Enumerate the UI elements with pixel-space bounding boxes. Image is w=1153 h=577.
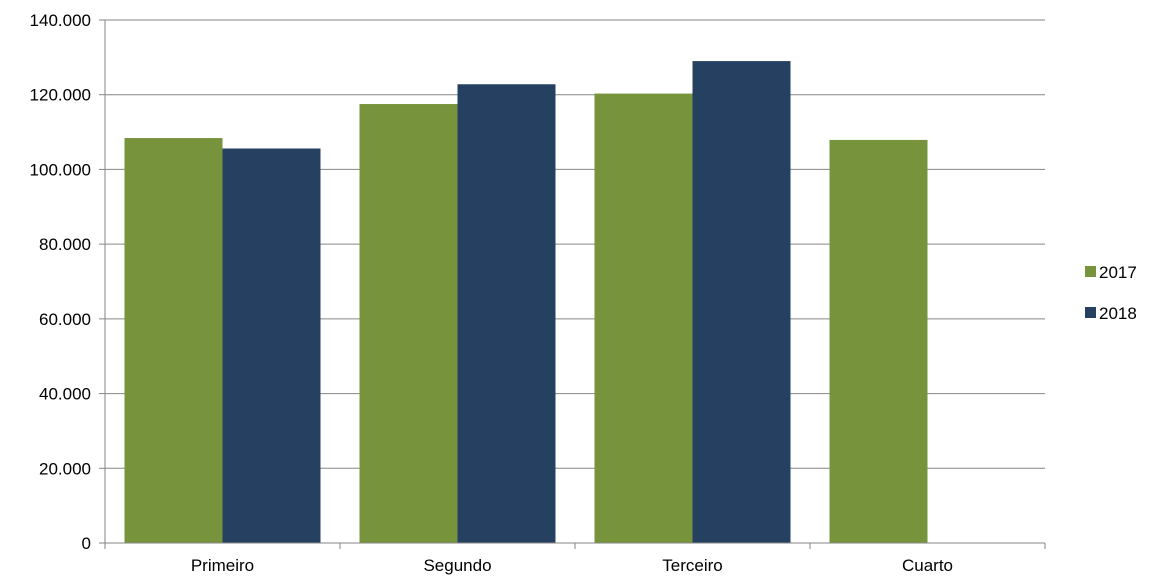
legend-label-2018: 2018 — [1099, 304, 1137, 323]
y-tick-label: 60.000 — [39, 310, 91, 329]
bar-2017-primeiro — [124, 138, 223, 543]
x-category-label: Cuarto — [902, 556, 953, 575]
x-category-label: Segundo — [423, 556, 491, 575]
legend-swatch-2018 — [1085, 307, 1096, 318]
y-tick-label: 40.000 — [39, 385, 91, 404]
bars — [124, 61, 928, 544]
x-category-label: Primeiro — [191, 556, 254, 575]
x-axis-category-labels: Primeiro Segundo Terceiro Cuarto — [191, 556, 953, 575]
legend: 2017 2018 — [1085, 263, 1137, 323]
y-tick-label: 0 — [82, 534, 91, 553]
bar-2017-segundo — [359, 104, 458, 543]
bar-2018-primeiro — [222, 148, 321, 543]
y-tick-label: 100.000 — [30, 160, 91, 179]
y-tick-label: 20.000 — [39, 459, 91, 478]
y-tick-label: 140.000 — [30, 11, 91, 30]
y-tick-label: 120.000 — [30, 86, 91, 105]
bar-2018-segundo — [457, 84, 556, 544]
y-axis-tick-labels: 0 20.000 40.000 60.000 80.000 100.000 120.000 1… — [30, 11, 91, 553]
bar-2018-terceiro — [692, 61, 791, 543]
y-tick-label: 80.000 — [39, 235, 91, 254]
legend-swatch-2017 — [1085, 266, 1096, 277]
bar-2017-terceiro — [594, 93, 693, 544]
bar-2017-cuarto — [829, 139, 928, 543]
legend-label-2017: 2017 — [1099, 263, 1137, 282]
axes — [99, 19, 1046, 549]
x-category-label: Terceiro — [662, 556, 722, 575]
